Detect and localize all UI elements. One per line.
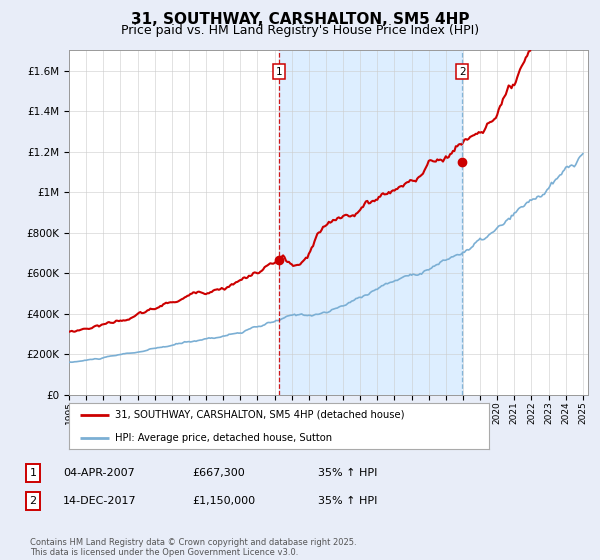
Text: £1,150,000: £1,150,000 bbox=[192, 496, 255, 506]
Text: HPI: Average price, detached house, Sutton: HPI: Average price, detached house, Sutt… bbox=[115, 433, 332, 442]
Text: 35% ↑ HPI: 35% ↑ HPI bbox=[318, 468, 377, 478]
Text: 1: 1 bbox=[29, 468, 37, 478]
Text: 04-APR-2007: 04-APR-2007 bbox=[63, 468, 135, 478]
Text: 31, SOUTHWAY, CARSHALTON, SM5 4HP (detached house): 31, SOUTHWAY, CARSHALTON, SM5 4HP (detac… bbox=[115, 410, 404, 419]
Text: £667,300: £667,300 bbox=[192, 468, 245, 478]
Text: Price paid vs. HM Land Registry's House Price Index (HPI): Price paid vs. HM Land Registry's House … bbox=[121, 24, 479, 36]
Bar bbox=[279, 50, 462, 395]
Text: 2: 2 bbox=[459, 67, 466, 77]
Text: 1: 1 bbox=[275, 67, 282, 77]
Text: 14-DEC-2017: 14-DEC-2017 bbox=[63, 496, 137, 506]
Text: 2: 2 bbox=[29, 496, 37, 506]
Text: 31, SOUTHWAY, CARSHALTON, SM5 4HP: 31, SOUTHWAY, CARSHALTON, SM5 4HP bbox=[131, 12, 469, 27]
Text: 35% ↑ HPI: 35% ↑ HPI bbox=[318, 496, 377, 506]
Text: Contains HM Land Registry data © Crown copyright and database right 2025.
This d: Contains HM Land Registry data © Crown c… bbox=[30, 538, 356, 557]
